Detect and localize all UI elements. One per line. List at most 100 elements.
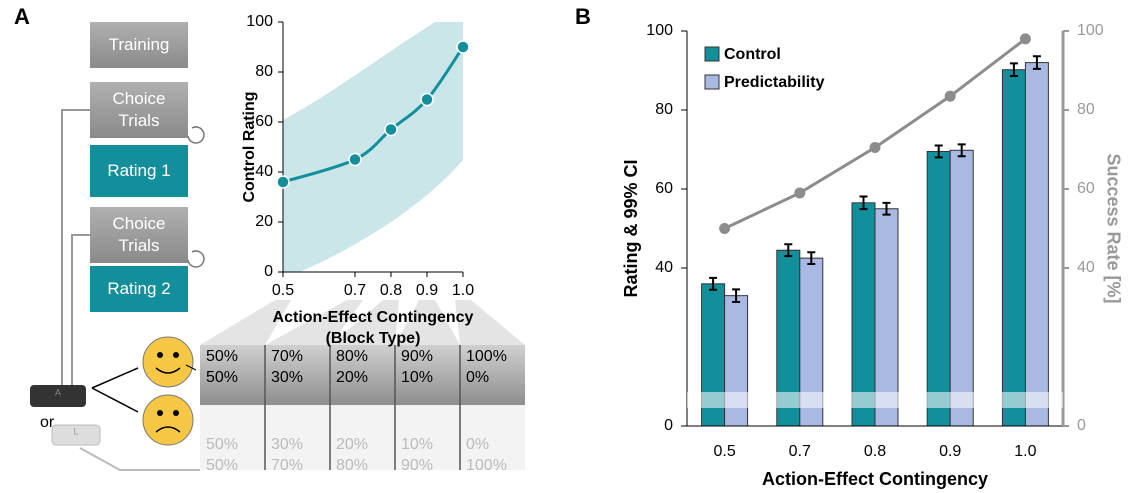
success-line bbox=[723, 37, 1027, 230]
funnel bbox=[395, 300, 460, 345]
error-bar bbox=[732, 288, 741, 303]
success-point bbox=[869, 142, 881, 154]
legend-label: Predictability bbox=[724, 74, 825, 91]
arrow bbox=[91, 367, 139, 389]
point bbox=[276, 175, 290, 189]
x-tick-label: 0.9 bbox=[939, 443, 961, 460]
table-cell: 50% bbox=[206, 436, 238, 453]
error-bar bbox=[957, 143, 966, 158]
y2-tick-label: 40 bbox=[1077, 259, 1095, 276]
x-tick-label: 0.9 bbox=[416, 282, 438, 299]
funnel bbox=[330, 300, 399, 345]
table-inactive bbox=[200, 405, 525, 470]
x-axis-label: Action-Effect Contingency bbox=[762, 469, 988, 489]
connector bbox=[79, 447, 200, 471]
table-cell: 50% bbox=[206, 369, 238, 386]
point bbox=[456, 40, 470, 54]
y2-axis-label: Success Rate [%] bbox=[1103, 153, 1123, 303]
funnel bbox=[455, 300, 525, 345]
table-cell: 50% bbox=[206, 457, 238, 474]
success-point bbox=[794, 187, 806, 199]
error-bar bbox=[1009, 62, 1018, 78]
point bbox=[384, 122, 398, 137]
table-cell: 80% bbox=[336, 457, 368, 474]
success-point bbox=[719, 223, 731, 234]
x-axis-label: (Block Type) bbox=[326, 330, 421, 347]
y2-tick-label: 60 bbox=[1077, 180, 1095, 197]
table-cell: 90% bbox=[401, 348, 433, 365]
loop-arrow bbox=[187, 250, 205, 268]
bar bbox=[926, 150, 951, 427]
key bbox=[51, 424, 101, 446]
error-bar bbox=[709, 276, 718, 291]
pointer bbox=[185, 364, 197, 371]
table-cell: 50% bbox=[206, 348, 238, 365]
smiley-happy bbox=[142, 336, 194, 388]
x-tick-label: 0.5 bbox=[713, 443, 735, 460]
point bbox=[348, 152, 362, 167]
x-tick-label: 0.5 bbox=[272, 282, 294, 299]
funnel bbox=[200, 300, 291, 345]
loop-arrow bbox=[187, 126, 205, 144]
x-tick-label: 0.8 bbox=[380, 282, 402, 299]
error-bar bbox=[1032, 55, 1041, 70]
or-label: or bbox=[40, 414, 55, 431]
flow-step: Training bbox=[90, 22, 188, 68]
bracket bbox=[71, 234, 90, 385]
y-axis-label: Control Rating bbox=[241, 91, 258, 202]
legend-swatch bbox=[704, 46, 720, 62]
table-cell: 70% bbox=[271, 348, 303, 365]
y-tick-label: 60 bbox=[655, 180, 673, 197]
table-cell: 0% bbox=[466, 436, 489, 453]
y-tick-label: 60 bbox=[255, 113, 273, 130]
smiley-sad bbox=[142, 394, 194, 446]
bar bbox=[949, 149, 974, 427]
table-cell: 10% bbox=[401, 436, 433, 453]
y-tick-label: 40 bbox=[255, 163, 273, 180]
key bbox=[30, 385, 86, 407]
error-bar bbox=[934, 144, 943, 159]
y2-tick-label: 80 bbox=[1077, 101, 1095, 118]
bar bbox=[1001, 69, 1026, 427]
table-cell: 30% bbox=[271, 369, 303, 386]
y-tick-label: 0 bbox=[664, 417, 673, 434]
y-tick-label: 100 bbox=[246, 13, 273, 30]
point bbox=[420, 92, 434, 107]
y2-tick-label: 0 bbox=[1077, 417, 1086, 434]
flow-step: Choice Trials bbox=[90, 82, 188, 138]
table-cell: 20% bbox=[336, 369, 368, 386]
y-tick-label: 100 bbox=[646, 22, 673, 39]
x-tick-label: 1.0 bbox=[1014, 443, 1036, 460]
y-tick-label: 0 bbox=[264, 263, 273, 280]
table-cell: 0% bbox=[466, 369, 489, 386]
table-cell: 10% bbox=[401, 369, 433, 386]
y-tick-label: 80 bbox=[655, 101, 673, 118]
success-point bbox=[1019, 33, 1031, 45]
x-tick-label: 0.7 bbox=[789, 443, 811, 460]
flow-step: Choice Trials bbox=[90, 207, 188, 263]
table-cell: 80% bbox=[336, 348, 368, 365]
axis-break bbox=[687, 392, 1063, 408]
error-bar bbox=[784, 243, 793, 258]
y2-tick-label: 100 bbox=[1077, 22, 1104, 39]
key-label: A bbox=[55, 387, 61, 397]
table-cell: 70% bbox=[271, 457, 303, 474]
arrow bbox=[91, 387, 139, 413]
y-axis-label: Rating & 99% CI bbox=[621, 159, 641, 297]
x-tick-label: 0.8 bbox=[864, 443, 886, 460]
table-cell: 100% bbox=[466, 457, 507, 474]
bar bbox=[1024, 62, 1049, 427]
key-label: L bbox=[73, 426, 78, 436]
error-bar bbox=[807, 251, 816, 266]
success-point bbox=[944, 90, 956, 102]
panel-label: A bbox=[14, 4, 30, 29]
error-bar bbox=[859, 195, 868, 211]
y-tick-label: 40 bbox=[655, 259, 673, 276]
table-cell: 30% bbox=[271, 436, 303, 453]
y-tick-label: 80 bbox=[255, 63, 273, 80]
y-tick-label: 20 bbox=[255, 213, 273, 230]
error-bar bbox=[882, 201, 891, 216]
legend-swatch bbox=[704, 74, 720, 90]
bracket bbox=[61, 109, 90, 385]
